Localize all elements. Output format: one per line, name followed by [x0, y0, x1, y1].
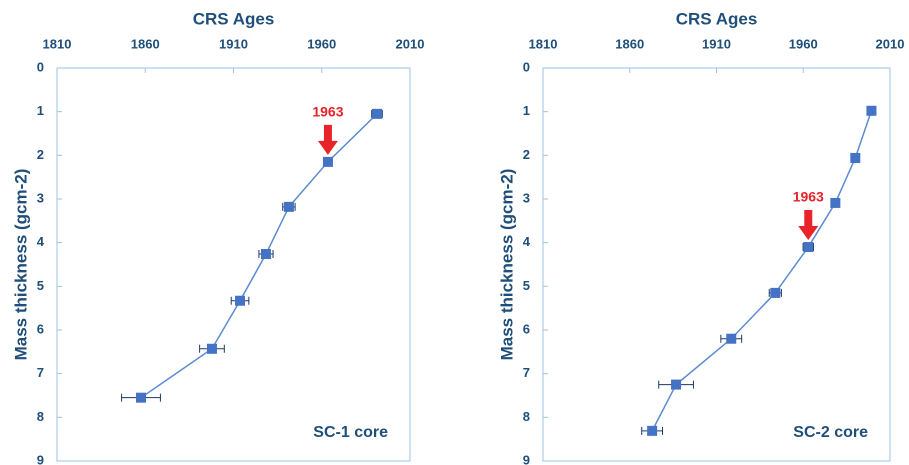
marker: [866, 105, 877, 116]
core-label: SC-1 core: [313, 424, 388, 441]
y-tick-label: 9: [523, 452, 530, 465]
y-tick-label: 6: [523, 321, 530, 336]
x-tick-label: 1810: [43, 36, 72, 51]
y-tick-label: 1: [37, 103, 44, 118]
y-tick-label: 2: [523, 147, 530, 162]
x-tick-label: 1860: [131, 36, 160, 51]
y-tick-label: 4: [523, 234, 531, 249]
core-label: SC-2 core: [793, 424, 868, 441]
marker: [830, 197, 841, 208]
annotation-arrow: [798, 210, 819, 241]
y-tick-label: 2: [37, 147, 44, 162]
y-tick-label: 0: [37, 59, 44, 74]
y-tick-label: 6: [37, 321, 44, 336]
x-tick-label: 1960: [307, 36, 336, 51]
marker: [671, 379, 682, 390]
y-tick-label: 7: [37, 365, 44, 380]
y-tick-label: 8: [523, 409, 530, 424]
y-tick-label: 1: [523, 103, 530, 118]
y-tick-label: 9: [37, 452, 44, 465]
marker: [206, 343, 217, 354]
y-tick-label: 8: [37, 409, 44, 424]
marker: [850, 152, 861, 163]
y-tick-label: 3: [37, 190, 44, 205]
x-tick-label: 2010: [396, 36, 425, 51]
annotation-arrow: [317, 124, 338, 155]
marker: [136, 392, 147, 403]
x-tick-label: 1960: [789, 36, 818, 51]
plot-frame: [56, 67, 411, 462]
x-tick-label: 1910: [219, 36, 248, 51]
y-tick-label: 3: [523, 190, 530, 205]
y-axis-title: Mass thickness (gcm-2): [11, 169, 30, 361]
y-tick-label: 5: [523, 278, 530, 293]
marker: [770, 287, 781, 298]
x-tick-label: 2010: [876, 36, 905, 51]
x-tick-label: 1910: [702, 36, 731, 51]
marker: [726, 333, 737, 344]
x-axis-title: CRS Ages: [676, 9, 758, 28]
marker: [260, 249, 271, 260]
y-tick-label: 7: [523, 365, 530, 380]
marker: [647, 425, 658, 436]
annotation-label: 1963: [312, 104, 343, 120]
marker: [371, 108, 382, 119]
x-tick-label: 1860: [615, 36, 644, 51]
marker: [803, 242, 814, 253]
y-tick-label: 4: [37, 234, 45, 249]
x-tick-label: 1810: [529, 36, 558, 51]
y-axis-title: Mass thickness (gcm-2): [497, 169, 516, 361]
x-axis-title: CRS Ages: [193, 9, 275, 28]
series-line: [651, 110, 873, 432]
y-tick-label: 0: [523, 59, 530, 74]
marker: [235, 295, 246, 306]
marker: [283, 201, 294, 212]
marker: [322, 156, 333, 167]
plot-frame: [542, 67, 891, 462]
annotation-label: 1963: [793, 189, 824, 205]
y-tick-label: 5: [37, 278, 44, 293]
